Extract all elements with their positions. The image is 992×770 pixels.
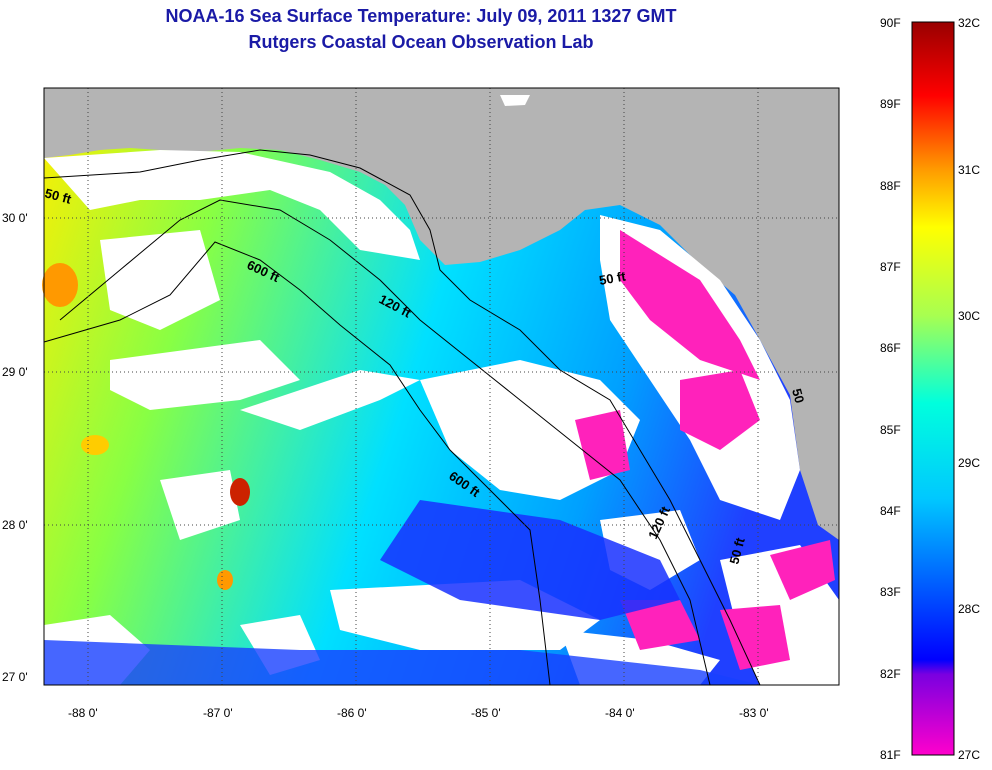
graticule bbox=[44, 88, 839, 685]
colorbar-c-label: 28C bbox=[958, 602, 981, 616]
lat-label: 28 0' bbox=[2, 518, 28, 532]
isobath-label: 50 ft bbox=[43, 185, 73, 207]
cold-water-south bbox=[44, 640, 760, 685]
colorbar-f-label: 88F bbox=[880, 179, 901, 193]
colorbar-f-label: 82F bbox=[880, 667, 901, 681]
cool-patches bbox=[575, 230, 835, 670]
isobath-label: 50 ft bbox=[598, 268, 628, 288]
lat-label: 27 0' bbox=[2, 670, 28, 684]
colorbar-f-label: 85F bbox=[880, 423, 901, 437]
lon-label: -88 0' bbox=[68, 706, 98, 720]
colorbar-f-label: 83F bbox=[880, 585, 901, 599]
colorbar-f-label: 84F bbox=[880, 504, 901, 518]
lon-label: -85 0' bbox=[471, 706, 501, 720]
warm-patches bbox=[42, 263, 250, 590]
isobath-label: 50 ft bbox=[726, 535, 748, 565]
lon-label: -86 0' bbox=[337, 706, 367, 720]
colorbar-f-label: 86F bbox=[880, 341, 901, 355]
isobaths bbox=[43, 149, 761, 686]
colorbar-c-label: 31C bbox=[958, 163, 981, 177]
colorbar bbox=[911, 21, 955, 756]
colorbar-f-label: 90F bbox=[880, 16, 901, 30]
map-subtitle: Rutgers Coastal Ocean Observation Lab bbox=[248, 32, 594, 52]
cold-water-band bbox=[380, 500, 680, 620]
lon-label: -83 0' bbox=[739, 706, 769, 720]
colorbar-c-label: 32C bbox=[958, 16, 981, 30]
colorbar-c-label: 30C bbox=[958, 309, 981, 323]
lat-label: 29 0' bbox=[2, 365, 28, 379]
map-frame bbox=[43, 87, 840, 686]
land-mass bbox=[44, 88, 839, 540]
lat-label: 30 0' bbox=[2, 211, 28, 225]
colorbar-c-label: 27C bbox=[958, 748, 981, 762]
colorbar-c-label: 29C bbox=[958, 456, 981, 470]
lon-label: -87 0' bbox=[203, 706, 233, 720]
map-title: NOAA-16 Sea Surface Temperature: July 09… bbox=[165, 6, 677, 26]
colorbar-f-label: 81F bbox=[880, 748, 901, 762]
colorbar-f-label: 89F bbox=[880, 97, 901, 111]
colorbar-f-label: 87F bbox=[880, 260, 901, 274]
lon-label: -84 0' bbox=[605, 706, 635, 720]
isobath-label: 50 bbox=[789, 387, 807, 405]
